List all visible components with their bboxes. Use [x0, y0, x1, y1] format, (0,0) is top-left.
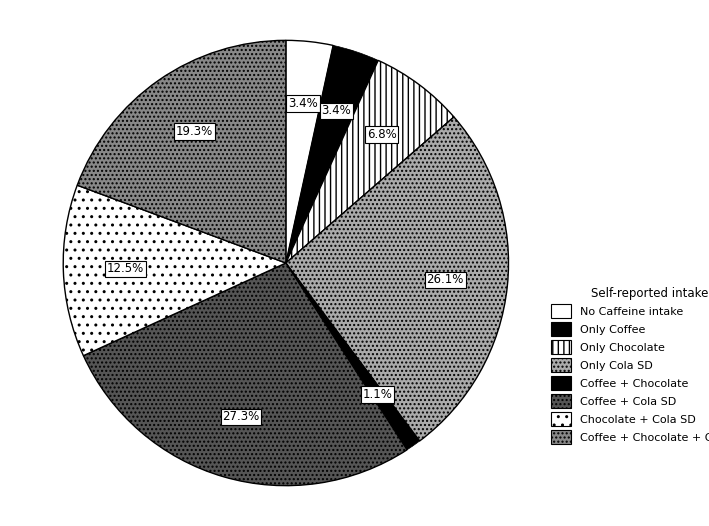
Wedge shape: [286, 41, 333, 263]
Text: 1.1%: 1.1%: [363, 388, 393, 401]
Text: 19.3%: 19.3%: [176, 125, 213, 138]
Text: 6.8%: 6.8%: [367, 128, 396, 141]
Text: 3.4%: 3.4%: [322, 104, 351, 117]
Text: 3.4%: 3.4%: [288, 97, 318, 110]
Text: 27.3%: 27.3%: [223, 410, 259, 423]
Wedge shape: [286, 45, 378, 263]
Legend: No Caffeine intake, Only Coffee, Only Chocolate, Only Cola SD, Coffee + Chocolat: No Caffeine intake, Only Coffee, Only Ch…: [547, 284, 709, 447]
Wedge shape: [286, 263, 420, 450]
Wedge shape: [286, 60, 454, 263]
Text: 26.1%: 26.1%: [427, 274, 464, 286]
Wedge shape: [63, 185, 286, 356]
Wedge shape: [84, 263, 407, 485]
Wedge shape: [77, 41, 286, 263]
Text: 12.5%: 12.5%: [107, 262, 145, 275]
Wedge shape: [286, 117, 508, 441]
